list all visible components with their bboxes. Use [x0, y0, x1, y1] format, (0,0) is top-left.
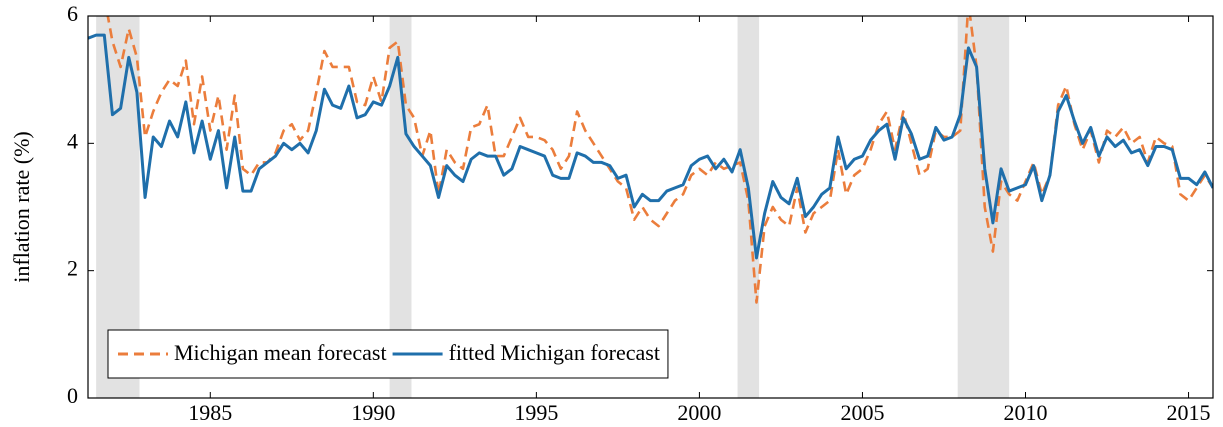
y-tick-label: 0	[67, 383, 78, 408]
x-tick-label: 2005	[840, 400, 884, 425]
y-tick-label: 2	[67, 256, 78, 281]
y-axis-label: inflation rate (%)	[9, 131, 34, 283]
y-tick-label: 4	[67, 128, 78, 153]
x-tick-label: 2000	[677, 400, 721, 425]
legend-box	[107, 329, 669, 379]
x-tick-label: 1990	[351, 400, 395, 425]
x-tick-label: 1985	[188, 400, 232, 425]
recession-band	[389, 16, 412, 398]
legend: Michigan mean forecast fitted Michigan fo…	[107, 329, 669, 379]
x-tick-label: 1995	[514, 400, 558, 425]
y-tick-label: 6	[67, 1, 78, 26]
recession-band	[957, 16, 1010, 398]
plot-area	[88, 16, 1213, 304]
plot-frame	[87, 15, 1214, 399]
x-tick-label: 2010	[1004, 400, 1048, 425]
x-tick-label: 2015	[1167, 400, 1211, 425]
series-line	[88, 33, 1213, 260]
series-line	[106, 16, 1213, 304]
legend-label: fitted Michigan forecast	[449, 340, 660, 365]
legend-label: Michigan mean forecast	[174, 340, 387, 365]
